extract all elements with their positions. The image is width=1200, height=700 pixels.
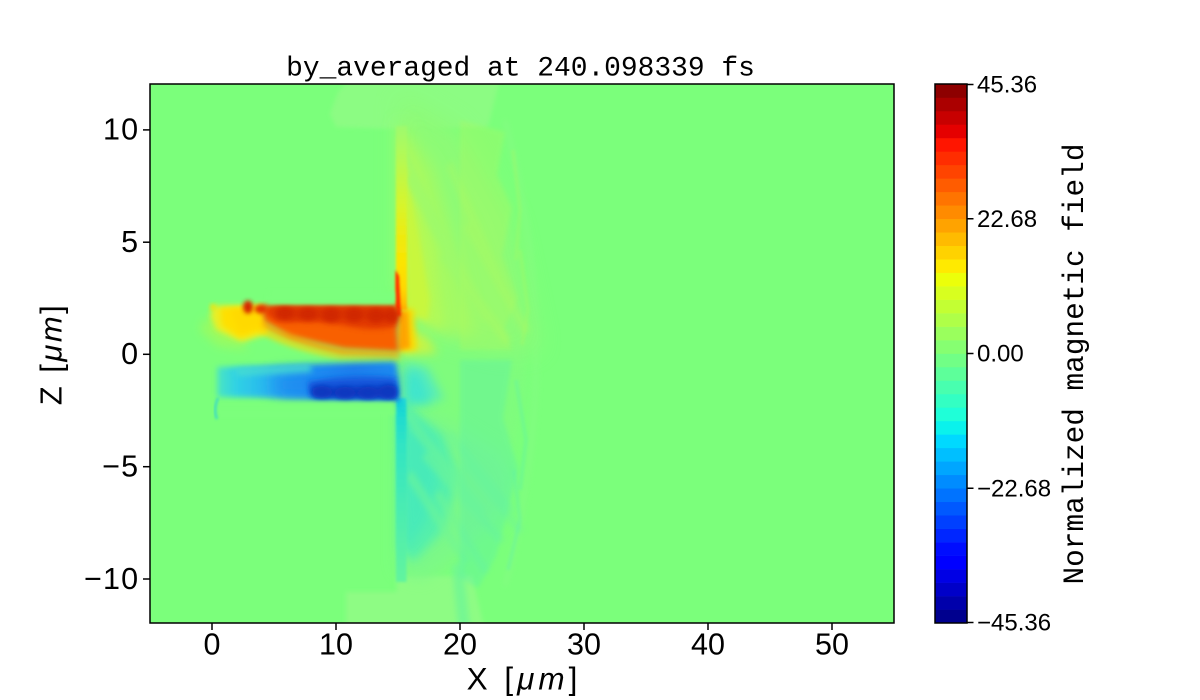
svg-text:5: 5 [121,225,139,259]
svg-text:40: 40 [691,628,725,662]
svg-text:−5: −5 [102,450,139,484]
svg-text:Z [μm]: Z [μm] [34,303,69,406]
svg-text:0.00: 0.00 [977,341,1024,368]
svg-text:−22.68: −22.68 [977,476,1051,503]
svg-text:0: 0 [121,337,139,371]
svg-text:X [μm]: X [μm] [467,661,582,697]
svg-text:0: 0 [204,628,221,662]
svg-text:−45.36: −45.36 [977,610,1051,637]
svg-text:10: 10 [319,628,353,662]
svg-text:by_averaged at 240.098339 fs: by_averaged at 240.098339 fs [286,53,755,84]
svg-text:45.36: 45.36 [977,72,1037,99]
svg-text:50: 50 [815,628,849,662]
svg-text:Normalized magnetic field: Normalized magnetic field [1059,144,1092,585]
svg-text:10: 10 [103,113,139,147]
svg-text:−10: −10 [84,562,139,596]
svg-text:22.68: 22.68 [977,206,1037,233]
svg-text:20: 20 [443,628,477,662]
svg-text:30: 30 [567,628,601,662]
